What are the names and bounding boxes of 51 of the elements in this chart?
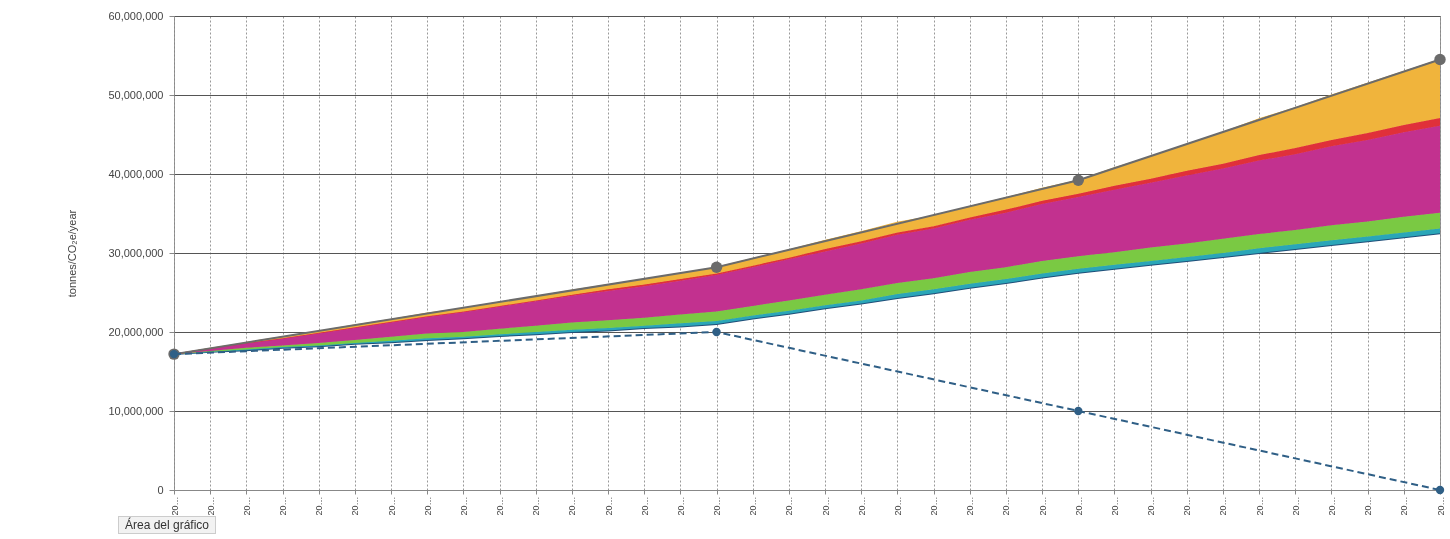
y-tick-label: 10,000,000 bbox=[108, 404, 164, 417]
y-axis-title: tonnes/CO₂e/year bbox=[66, 209, 79, 298]
x-tick-label: 20… bbox=[1326, 496, 1337, 516]
x-tick-label: 20… bbox=[1001, 496, 1012, 516]
point bbox=[1435, 485, 1445, 495]
x-tick-label: 20… bbox=[820, 496, 831, 516]
x-tick-label: 20… bbox=[278, 496, 289, 516]
x-tick-label: 20… bbox=[1254, 496, 1265, 516]
x-tick-label: 20… bbox=[1218, 496, 1229, 516]
x-tick-label: 20… bbox=[495, 496, 506, 516]
x-tick-label: 20… bbox=[1146, 496, 1157, 516]
x-tick-label: 20… bbox=[531, 496, 542, 516]
x-tick-label: 20… bbox=[892, 496, 903, 516]
x-tick-label: 20… bbox=[1073, 496, 1084, 516]
y-tick-label: 40,000,000 bbox=[108, 167, 164, 180]
x-tick-label: 20… bbox=[386, 496, 397, 516]
y-tick-label: 50,000,000 bbox=[108, 88, 164, 101]
point bbox=[1072, 174, 1084, 187]
x-tick-label: 20… bbox=[675, 496, 686, 516]
x-tick-label: 20… bbox=[1109, 496, 1120, 516]
text: Área del gráfico bbox=[118, 516, 217, 534]
point bbox=[710, 261, 723, 273]
x-tick-label: 20… bbox=[1290, 496, 1301, 516]
y-tick-label: 60,000,000 bbox=[108, 9, 164, 22]
x-tick-label: 20… bbox=[603, 496, 614, 516]
x-tick-label: 20… bbox=[458, 496, 469, 516]
y-tick-label: 30,000,000 bbox=[108, 246, 164, 259]
x-tick-label: 20… bbox=[1037, 496, 1048, 516]
y-tick-label: 20,000,000 bbox=[108, 325, 164, 338]
point bbox=[712, 327, 721, 337]
x-tick-label: 20… bbox=[639, 496, 650, 516]
x-tick-label: 20… bbox=[748, 496, 759, 516]
point bbox=[1434, 53, 1446, 66]
x-tick-label: 20… bbox=[314, 496, 325, 516]
y-tick-label: 0 bbox=[157, 483, 164, 496]
x-tick-label: 20… bbox=[1363, 496, 1374, 516]
x-tick-label: 20… bbox=[1182, 496, 1193, 516]
x-tick-label: 20… bbox=[856, 496, 867, 516]
x-tick-label: 20… bbox=[241, 496, 252, 516]
x-tick-label: 20… bbox=[965, 496, 976, 516]
x-tick-label: 20… bbox=[205, 496, 216, 516]
x-tick-label: 20… bbox=[929, 496, 940, 516]
x-tick-label: 20… bbox=[422, 496, 433, 516]
x-tick-label: 20… bbox=[1399, 496, 1410, 516]
point bbox=[1074, 406, 1083, 416]
x-tick-label: 20… bbox=[169, 496, 180, 516]
x-tick-label: 20… bbox=[712, 496, 723, 516]
x-tick-label: 20… bbox=[784, 496, 795, 516]
x-tick-label: 20… bbox=[567, 496, 578, 516]
x-tick-label: 20… bbox=[1435, 496, 1446, 516]
x-tick-label: 20… bbox=[350, 496, 361, 516]
